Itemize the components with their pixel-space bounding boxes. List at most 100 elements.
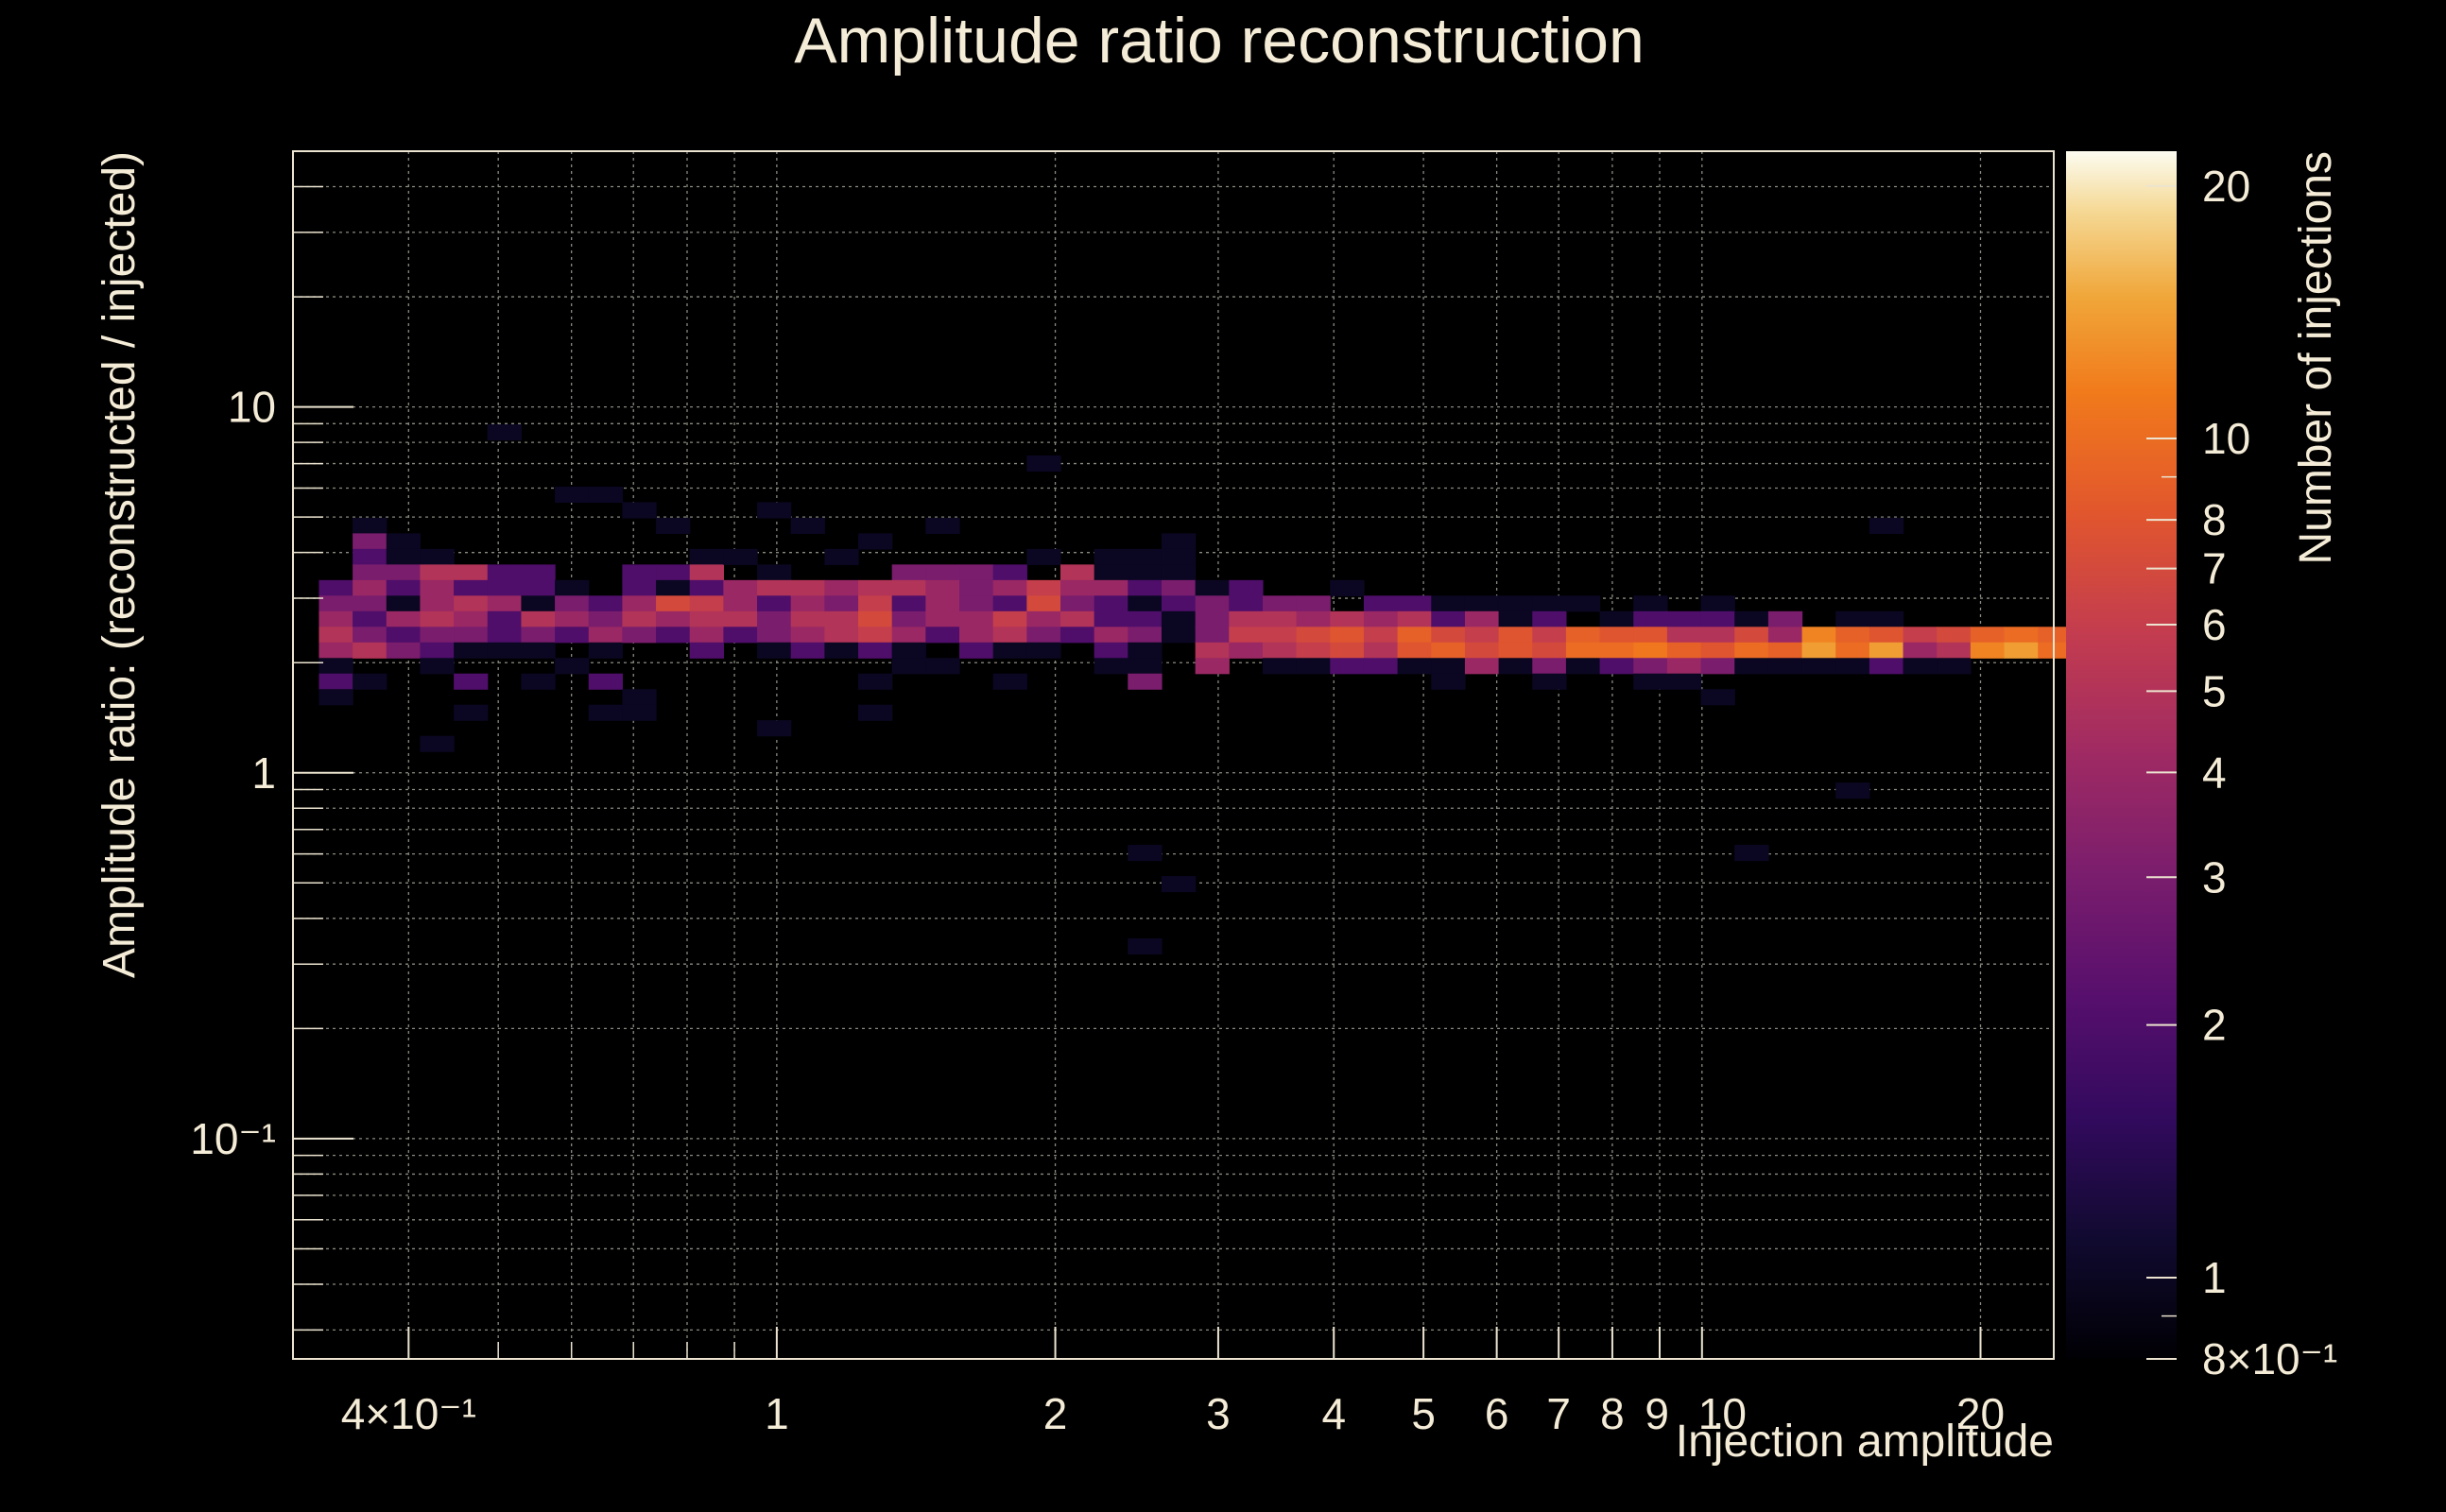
heatmap-cell bbox=[1431, 627, 1466, 644]
colorbar bbox=[2066, 151, 2177, 1359]
heatmap-cell bbox=[1296, 610, 1331, 627]
heatmap-cell bbox=[959, 579, 994, 596]
heatmap-cell bbox=[1094, 642, 1128, 659]
heatmap-cell bbox=[420, 610, 455, 627]
heatmap-cell bbox=[1431, 610, 1466, 627]
heatmap-cell bbox=[1835, 610, 1870, 627]
heatmap-cell bbox=[1363, 595, 1399, 612]
heatmap-cell bbox=[1498, 658, 1533, 675]
heatmap-cell bbox=[1431, 595, 1466, 612]
heatmap-cell bbox=[386, 548, 422, 565]
heatmap-cell bbox=[420, 579, 455, 596]
heatmap-cell bbox=[689, 610, 724, 627]
heatmap-cell bbox=[588, 627, 623, 644]
heatmap-cell bbox=[353, 642, 388, 659]
colorbar-tick-label: 4 bbox=[2202, 747, 2227, 797]
heatmap-cell bbox=[824, 627, 859, 644]
heatmap-cell bbox=[992, 579, 1027, 596]
heatmap-cell bbox=[1094, 564, 1128, 581]
heatmap-cell bbox=[925, 564, 960, 581]
heatmap-cell bbox=[1161, 564, 1197, 581]
heatmap-cell bbox=[1229, 642, 1264, 659]
heatmap-cell bbox=[487, 642, 523, 659]
heatmap-cell bbox=[1565, 658, 1601, 675]
heatmap-cell bbox=[454, 673, 489, 690]
heatmap-cell bbox=[858, 533, 893, 550]
heatmap-cell bbox=[925, 579, 960, 596]
heatmap-cell bbox=[1835, 642, 1870, 659]
heatmap-cell bbox=[790, 595, 825, 612]
x-tick-labels: 4×10⁻¹ 1 2 3 4 5 6 7 8 9 10 20 bbox=[341, 1389, 2005, 1438]
heatmap-cell bbox=[555, 486, 590, 504]
heatmap-cell bbox=[1128, 673, 1163, 690]
heatmap-cell bbox=[757, 564, 792, 581]
heatmap-cell bbox=[1330, 610, 1365, 627]
heatmap-cell bbox=[689, 548, 724, 565]
heatmap-cell bbox=[1262, 658, 1298, 675]
heatmap-cell bbox=[1128, 642, 1163, 659]
heatmap-cell bbox=[1363, 658, 1399, 675]
heatmap-cell bbox=[1970, 642, 2006, 659]
heatmap-cell bbox=[1330, 658, 1365, 675]
heatmap-cell bbox=[353, 595, 388, 612]
heatmap-cell bbox=[757, 720, 792, 737]
x-tick-label: 7 bbox=[1546, 1389, 1571, 1438]
heatmap-cell bbox=[1700, 658, 1735, 675]
colorbar-tick-label: 20 bbox=[2202, 162, 2250, 211]
heatmap-cell bbox=[487, 627, 523, 644]
heatmap-cell bbox=[454, 595, 489, 612]
heatmap-cell bbox=[588, 595, 623, 612]
heatmap-cell bbox=[622, 579, 657, 596]
heatmap-cell bbox=[1734, 610, 1769, 627]
heatmap-cell bbox=[1532, 642, 1567, 659]
colorbar-tick-label: 10 bbox=[2202, 414, 2250, 463]
heatmap-cell bbox=[420, 564, 455, 581]
heatmap-cell bbox=[622, 502, 657, 519]
heatmap-cell bbox=[757, 610, 792, 627]
heatmap-cell bbox=[1599, 658, 1634, 675]
heatmap-cell bbox=[521, 673, 556, 690]
heatmap-cell bbox=[1026, 579, 1061, 596]
heatmap-cell bbox=[420, 548, 455, 565]
heatmap-cell bbox=[386, 579, 422, 596]
heatmap-cell bbox=[689, 642, 724, 659]
heatmap-cell bbox=[1532, 658, 1567, 675]
heatmap-cell bbox=[656, 610, 691, 627]
heatmap-cell bbox=[1532, 610, 1567, 627]
heatmap-cells bbox=[319, 424, 2107, 955]
heatmap-cell bbox=[1195, 658, 1230, 675]
heatmap-cell bbox=[1026, 642, 1061, 659]
heatmap-cell bbox=[723, 579, 758, 596]
x-tick-label: 20 bbox=[1956, 1389, 2005, 1438]
heatmap-cell bbox=[757, 502, 792, 519]
heatmap-cell bbox=[1026, 455, 1061, 472]
heatmap-cell bbox=[1666, 673, 1702, 690]
heatmap-cell bbox=[891, 595, 926, 612]
heatmap-cell bbox=[656, 517, 691, 534]
heatmap-cell bbox=[1498, 642, 1533, 659]
heatmap-cell bbox=[1161, 876, 1197, 893]
heatmap-cell bbox=[656, 579, 691, 596]
heatmap-cell bbox=[891, 564, 926, 581]
heatmap-cell bbox=[1666, 658, 1702, 675]
heatmap-cell bbox=[353, 673, 388, 690]
heatmap-cell bbox=[891, 642, 926, 659]
heatmap-cell bbox=[319, 642, 353, 659]
heatmap-cell bbox=[1869, 517, 1904, 534]
heatmap-cell bbox=[1195, 627, 1230, 644]
heatmap-cell bbox=[925, 627, 960, 644]
heatmap-cell bbox=[723, 595, 758, 612]
heatmap-cell bbox=[1700, 689, 1735, 706]
heatmap-cell bbox=[353, 564, 388, 581]
heatmap-cell bbox=[353, 627, 388, 644]
heatmap-cell bbox=[891, 610, 926, 627]
heatmap-cell bbox=[992, 610, 1027, 627]
heatmap-cell bbox=[487, 424, 523, 441]
heatmap-cell bbox=[757, 579, 792, 596]
heatmap-cell bbox=[1903, 642, 1938, 659]
colorbar-tick-label: 7 bbox=[2202, 544, 2227, 593]
heatmap-cell bbox=[1633, 658, 1668, 675]
heatmap-cell bbox=[588, 673, 623, 690]
heatmap-cell bbox=[1599, 610, 1634, 627]
colorbar-tick-label: 8×10⁻¹ bbox=[2202, 1334, 2337, 1383]
